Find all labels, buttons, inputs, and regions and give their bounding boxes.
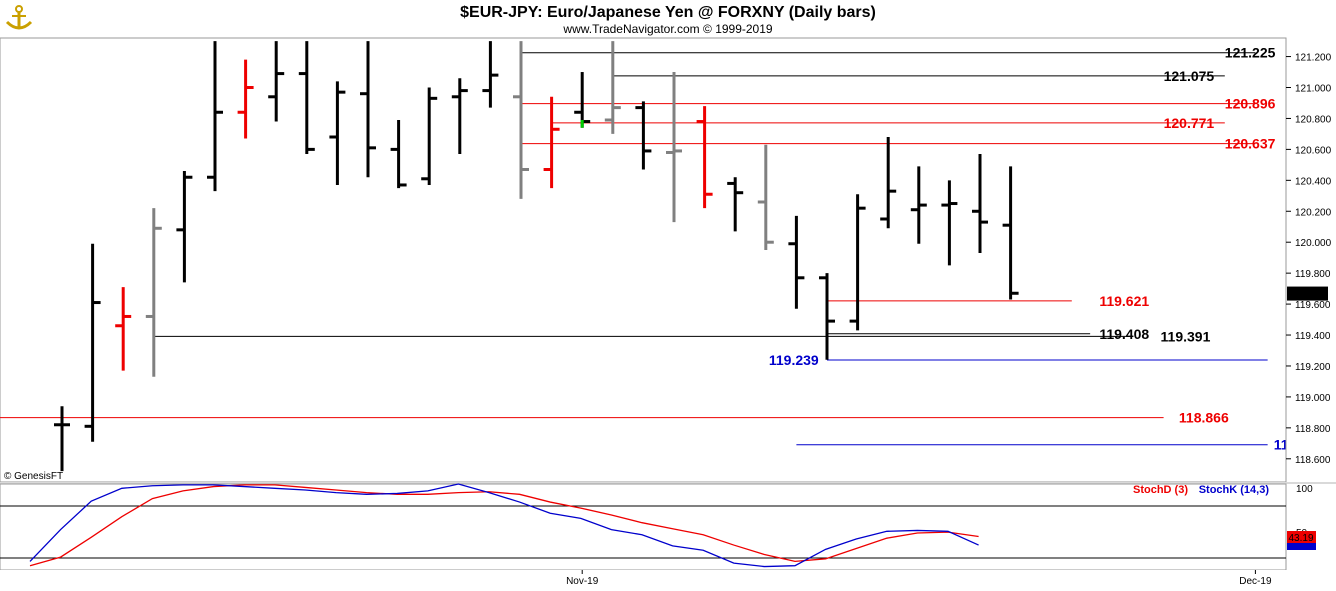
price-tick-label: 121.000 [1295, 84, 1332, 95]
panel-separator [0, 482, 1336, 484]
price-tick-label: 118.800 [1295, 424, 1331, 435]
ohlc-bar [788, 215, 805, 309]
level-label: 120.896 [1225, 96, 1276, 112]
ohlc-bar [696, 106, 713, 209]
price-tick-label: 120.800 [1295, 114, 1332, 125]
price-tick-label: 120.600 [1295, 145, 1332, 156]
level-label: 120.637 [1225, 136, 1276, 152]
price-axis [1286, 38, 1336, 482]
price-tick-label: 119.800 [1295, 269, 1331, 280]
stoch-d-value: 43.19 [1288, 533, 1313, 544]
ohlc-bar [421, 87, 438, 185]
ohlc-bar [727, 177, 744, 232]
stoch-plot-area [0, 483, 1287, 571]
level-label: 121.075 [1164, 68, 1215, 84]
copyright-label: © GenesisFT [4, 471, 63, 482]
level-label: 120.771 [1164, 115, 1215, 131]
ohlc-bar [176, 171, 193, 283]
ohlc-bar [666, 72, 682, 223]
level-label: 118.866 [1179, 410, 1229, 426]
ohlc-bar [360, 41, 376, 178]
level-label: 119.239 [769, 352, 819, 368]
chart-title: $EUR-JPY: Euro/Japanese Yen @ FORXNY (Da… [460, 4, 876, 21]
ohlc-bar [819, 273, 835, 360]
ohlc-bar [972, 154, 988, 254]
header-bar [0, 0, 1336, 38]
date-axis-ticks: Nov-19 Dec-19 [566, 570, 1272, 587]
price-axis-ticks: 118.600 118.800 119.000 119.200 119.400 119.6… [1286, 53, 1332, 466]
stoch-axis-100: 100 [1296, 484, 1313, 495]
stoch-series-line [29, 484, 979, 567]
ohlc-bar [390, 119, 407, 189]
ohlc-bar [207, 41, 223, 192]
level-label: 119.391 [1161, 328, 1211, 344]
price-tick-label: 120.200 [1295, 207, 1332, 218]
price-bars [54, 41, 1019, 472]
chart-subtitle: www.TradeNavigator.com © 1999-2019 [562, 22, 772, 36]
ohlc-bar [604, 41, 621, 134]
level-label: 121.225 [1225, 45, 1276, 61]
ohlc-bar [115, 287, 132, 371]
ohlc-bar [880, 137, 897, 229]
level-label: 119.408 [1099, 326, 1149, 342]
price-tick-label: 120.000 [1295, 238, 1332, 249]
ohlc-bar [513, 41, 529, 199]
stoch-lines [29, 483, 979, 568]
ohlc-bar [482, 41, 499, 108]
anchor-logo-icon [3, 3, 35, 33]
last-price-badge [1287, 286, 1328, 301]
price-tick-label: 118.600 [1295, 455, 1331, 466]
ohlc-bar [268, 41, 285, 122]
ohlc-bar [849, 194, 866, 331]
ohlc-bar [635, 101, 652, 170]
stoch-d-label: StochD (3) [1133, 484, 1188, 496]
ohlc-bar [757, 144, 774, 250]
stoch-k-badge [1287, 540, 1316, 550]
ohlc-bar [543, 96, 560, 189]
date-tick-label: Nov-19 [566, 576, 599, 587]
ohlc-bar [54, 406, 70, 472]
stoch-d-badge [1287, 531, 1316, 543]
price-tick-label: 121.200 [1295, 53, 1332, 64]
ohlc-bar [237, 59, 254, 139]
price-tick-label: 120.400 [1295, 176, 1332, 187]
price-tick-label: 119.200 [1295, 362, 1331, 373]
date-axis [0, 570, 1336, 591]
ohlc-bar [84, 243, 101, 442]
last-price-label: 119.668 [1289, 290, 1325, 301]
price-tick-label: 119.400 [1295, 331, 1331, 342]
ohlc-bar [941, 180, 958, 266]
ohlc-bar [145, 208, 162, 377]
ohlc-bar [910, 166, 927, 244]
level-label: 119.621 [1099, 293, 1149, 309]
stoch-series-line [29, 483, 979, 568]
ohlc-bar [1002, 166, 1019, 300]
price-tick-label: 119.600 [1295, 300, 1331, 311]
ohlc-bar [451, 78, 468, 155]
price-tick-label: 119.000 [1295, 393, 1331, 404]
stoch-k-label: StochK (14,3) [1199, 484, 1270, 496]
date-tick-label: Dec-19 [1239, 576, 1272, 587]
ohlc-bar [329, 81, 346, 185]
ohlc-bar [298, 41, 315, 155]
